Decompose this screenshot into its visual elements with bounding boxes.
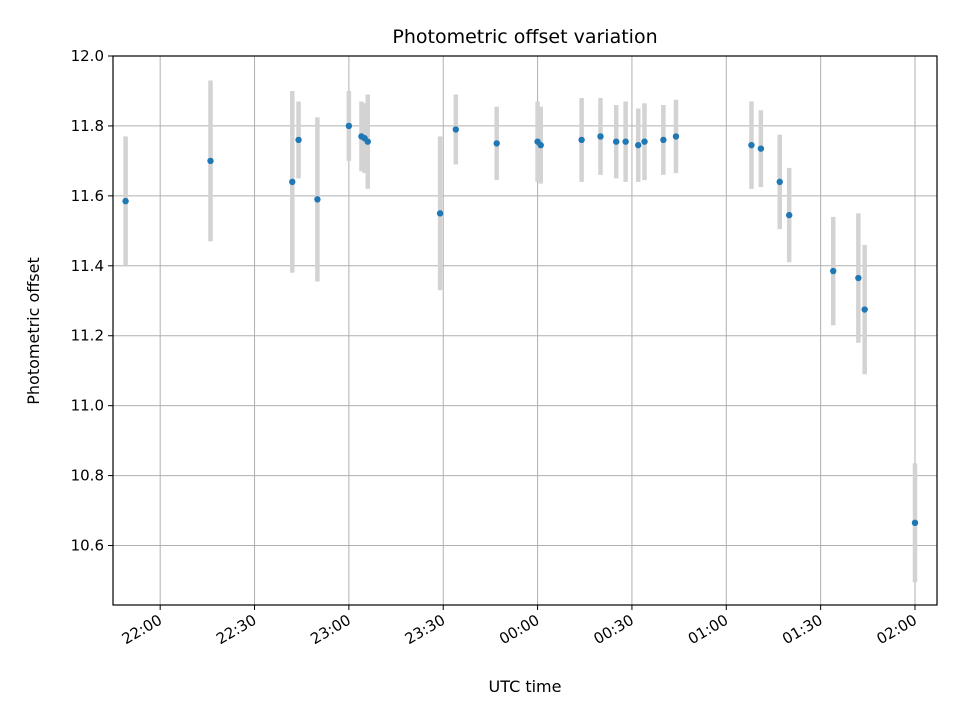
data-point: [855, 274, 862, 282]
data-point: [314, 196, 321, 203]
data-point: [122, 197, 129, 205]
x-axis-label: UTC time: [489, 677, 562, 696]
data-points: [122, 122, 919, 527]
data-point: [537, 141, 544, 149]
data-point: [597, 133, 604, 140]
data-point: [613, 138, 620, 145]
data-point: [785, 211, 793, 219]
data-point: [672, 133, 680, 140]
chart-title: Photometric offset variation: [392, 26, 657, 48]
data-point: [493, 140, 500, 147]
data-point: [861, 306, 868, 313]
data-point: [207, 157, 214, 165]
y-axis-label: Photometric offset: [24, 257, 43, 405]
data-point: [635, 141, 642, 149]
data-point: [436, 210, 444, 217]
data-point: [364, 138, 371, 145]
y-tick-label: 11.6: [71, 187, 104, 205]
y-tick-label: 11.0: [71, 397, 104, 415]
data-point: [641, 138, 648, 145]
y-tick-label: 12.0: [71, 47, 104, 65]
data-point: [289, 178, 296, 186]
y-tick-label: 10.8: [71, 467, 104, 485]
y-tick-label: 10.6: [71, 537, 104, 555]
data-point: [660, 136, 667, 144]
data-point: [578, 136, 585, 144]
y-tick-label: 11.4: [71, 257, 104, 275]
plot-frame: [112, 55, 938, 606]
y-axis-ticks: 10.6 10.8 11.0 11.2 11.4 11.6 11.8 12.0: [71, 47, 113, 555]
data-point: [345, 122, 353, 130]
data-point: [911, 519, 919, 527]
data-point: [452, 126, 460, 133]
y-tick-label: 11.2: [71, 327, 104, 345]
data-point: [622, 138, 629, 145]
data-point: [748, 141, 755, 149]
data-point: [776, 178, 783, 186]
data-point: [757, 145, 765, 152]
y-tick-label: 11.8: [71, 117, 104, 135]
data-point: [830, 267, 837, 275]
data-point: [295, 136, 302, 144]
